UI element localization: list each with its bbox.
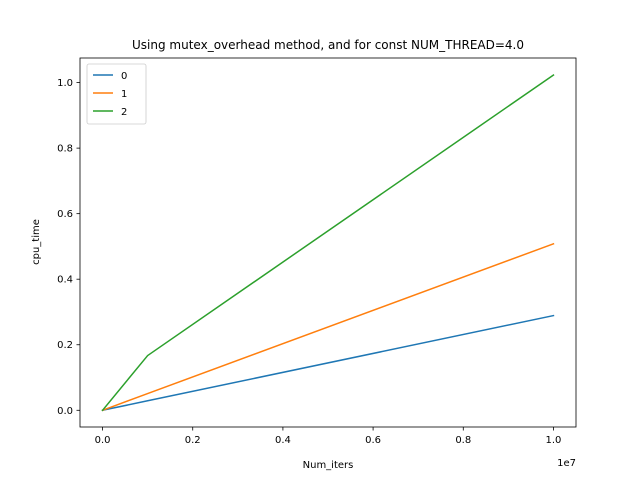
series-line-0 (101, 314, 555, 412)
legend-label-0: 0 (121, 71, 127, 82)
legend-label-2: 2 (121, 107, 127, 118)
chart-title: Using mutex_overhead method, and for con… (132, 38, 524, 52)
x-axis-offset-label: 1e7 (557, 458, 576, 469)
legend-box (86, 63, 147, 125)
y-axis: 0.0 0.2 0.4 0.6 0.8 1.0 (57, 78, 80, 417)
y-tick-label: 1.0 (57, 78, 73, 89)
axes-border (79, 57, 577, 428)
y-tick-label: 0.6 (57, 209, 73, 220)
legend-label-1: 1 (121, 89, 127, 100)
series-lines (101, 73, 555, 412)
y-tick-label: 0.8 (57, 144, 73, 155)
y-axis-title: cpu_time (31, 219, 42, 265)
x-tick-label: 0.2 (185, 435, 201, 446)
x-tick-label: 0.0 (95, 435, 111, 446)
axes-frame (79, 57, 577, 428)
x-axis-title: Num_iters (303, 460, 354, 471)
y-tick-label: 0.4 (57, 275, 73, 286)
series-line-2 (101, 73, 555, 412)
legend: 0 1 2 (86, 63, 147, 125)
x-tick-label: 0.4 (275, 435, 291, 446)
y-tick-label: 0.2 (57, 340, 73, 351)
series-line-1 (101, 242, 555, 412)
x-tick-label: 1.0 (546, 435, 562, 446)
x-tick-label: 0.6 (365, 435, 381, 446)
x-axis: 0.0 0.2 0.4 0.6 0.8 1.0 (95, 427, 562, 446)
x-tick-label: 0.8 (455, 435, 471, 446)
y-tick-label: 0.0 (57, 406, 73, 417)
